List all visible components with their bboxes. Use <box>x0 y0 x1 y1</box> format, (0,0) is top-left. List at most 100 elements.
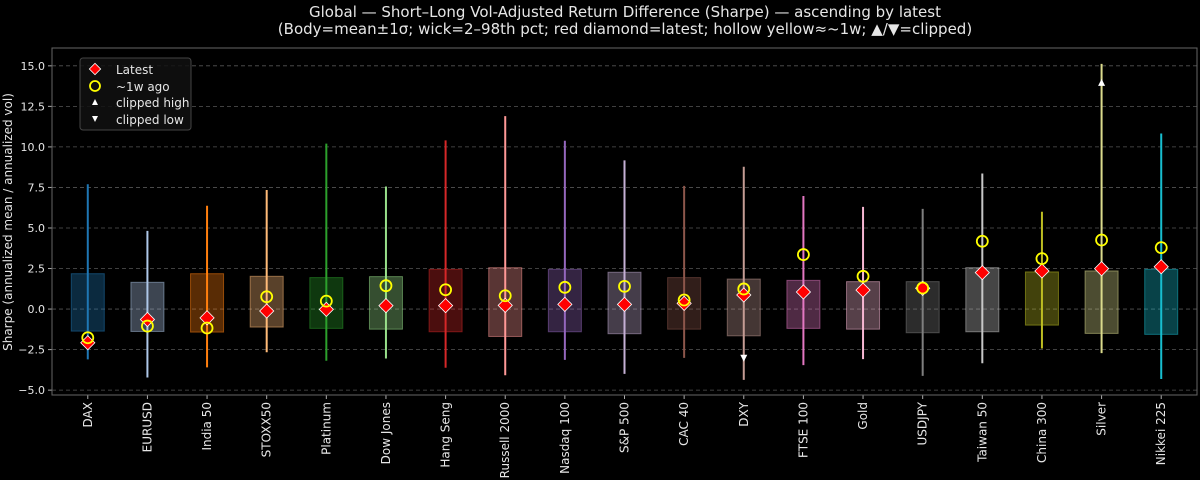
legend-latest-label: Latest <box>116 63 153 77</box>
latest-marker <box>855 282 871 298</box>
asset-group <box>70 184 105 360</box>
week-ago-marker <box>737 282 751 296</box>
week-ago-marker <box>379 279 393 293</box>
latest-marker <box>1034 263 1050 279</box>
week-ago-marker <box>260 290 274 304</box>
latest-marker <box>1153 259 1169 275</box>
week-ago-marker <box>856 269 870 283</box>
week-ago-marker <box>319 294 333 308</box>
asset-group <box>667 185 702 358</box>
latest-marker <box>378 298 394 314</box>
legend-clipped-low-label: clipped low <box>116 113 184 127</box>
week-ago-marker <box>81 331 95 345</box>
asset-group <box>846 206 881 360</box>
asset-group <box>607 160 642 374</box>
chart-subtitle: (Body=mean±1σ; wick=2–98th pct; red diam… <box>278 20 972 38</box>
x-tick-label: Dow Jones <box>379 402 393 464</box>
latest-marker <box>616 296 633 312</box>
x-tick-label: Silver <box>1095 402 1109 436</box>
week-ago-marker <box>618 279 631 293</box>
y-tick-label: 12.5 <box>21 100 46 113</box>
legend-clipped-low-marker <box>92 116 98 122</box>
week-ago-marker <box>677 293 691 307</box>
asset-group <box>1144 133 1179 379</box>
y-tick-label: 0.0 <box>28 303 46 316</box>
asset-group <box>488 116 523 376</box>
latest-marker <box>259 303 275 319</box>
x-tick-label: Taiwan 50 <box>975 402 989 463</box>
x-tick-label: CAC 40 <box>677 402 691 446</box>
week-ago-marker <box>558 280 572 294</box>
y-tick-label: 10.0 <box>21 141 46 154</box>
x-ticks: DAX EURUSD India 50 STOXX50 Platinum Dow Jone… <box>81 395 1168 478</box>
week-ago-marker <box>200 321 214 335</box>
asset-group <box>190 205 225 368</box>
y-tick-label: 2.5 <box>28 263 46 276</box>
week-ago-marker <box>498 289 512 303</box>
asset-group <box>309 143 344 361</box>
x-tick-label: DXY <box>737 401 751 426</box>
y-ticks: −5.0 −2.5 0.0 2.5 5.0 7.5 10.0 12.5 15.0 <box>18 60 52 397</box>
legend-week-ago-label: ~1w ago <box>116 80 170 94</box>
asset-group <box>1024 211 1059 349</box>
x-tick-label: STOXX50 <box>260 402 274 457</box>
latest-marker <box>497 297 513 313</box>
asset-group <box>368 186 403 359</box>
asset-group <box>428 140 463 368</box>
x-tick-label: Gold <box>856 402 870 430</box>
legend-week-ago-marker <box>89 80 101 92</box>
legend-clipped-high-marker <box>92 99 98 105</box>
latest-marker <box>676 295 692 312</box>
asset-group <box>726 166 761 380</box>
latest-marker <box>557 296 573 312</box>
legend-latest-marker <box>88 62 102 76</box>
week-ago-marker <box>975 234 989 248</box>
legend-clipped-high-label: clipped high <box>116 96 189 110</box>
asset-group <box>1084 63 1119 354</box>
chart-marks <box>70 63 1179 380</box>
clipped-high-marker <box>1098 78 1106 86</box>
x-tick-label: DAX <box>81 402 95 427</box>
chart-title: Global — Short–Long Vol-Adjusted Return … <box>309 3 941 21</box>
grid <box>52 65 1197 391</box>
legend: Latest ~1w ago clipped high clipped low <box>79 57 192 131</box>
latest-marker <box>437 298 454 314</box>
x-tick-label: USDJPY <box>916 401 930 445</box>
week-ago-marker <box>1095 233 1108 247</box>
y-tick-label: −2.5 <box>18 344 45 357</box>
x-tick-label: Russell 2000 <box>498 402 512 478</box>
asset-group <box>547 140 582 360</box>
week-ago-marker <box>141 319 154 333</box>
y-axis-label: Sharpe (annualized mean / annualized vol… <box>1 93 15 351</box>
latest-marker <box>974 264 990 281</box>
latest-marker <box>199 310 215 326</box>
asset-group <box>130 230 165 378</box>
y-tick-label: 5.0 <box>28 222 46 235</box>
week-ago-marker <box>916 281 930 295</box>
x-tick-label: EURUSD <box>140 402 154 452</box>
week-ago-marker <box>1154 241 1168 255</box>
week-ago-marker <box>797 248 810 261</box>
asset-group <box>965 173 1000 364</box>
asset-group <box>905 208 940 376</box>
clipped-low-marker <box>740 354 748 362</box>
x-tick-label: Nikkei 225 <box>1154 402 1168 465</box>
y-tick-label: 15.0 <box>21 60 46 73</box>
y-tick-label: −5.0 <box>18 384 45 397</box>
x-tick-label: Nasdaq 100 <box>558 402 572 474</box>
y-tick-label: 7.5 <box>28 181 46 194</box>
x-tick-label: Hang Seng <box>439 402 453 468</box>
x-tick-label: Platinum <box>319 402 333 455</box>
latest-marker <box>795 284 812 300</box>
x-tick-label: FTSE 100 <box>796 402 810 458</box>
latest-marker <box>1093 261 1110 277</box>
asset-group <box>786 196 821 366</box>
week-ago-marker <box>1035 252 1049 266</box>
x-tick-label: India 50 <box>200 402 214 451</box>
x-tick-label: China 300 <box>1035 402 1049 463</box>
asset-group <box>249 190 284 353</box>
x-tick-label: S&P 500 <box>618 402 632 453</box>
plot-frame <box>51 47 1198 396</box>
week-ago-marker <box>439 283 452 297</box>
